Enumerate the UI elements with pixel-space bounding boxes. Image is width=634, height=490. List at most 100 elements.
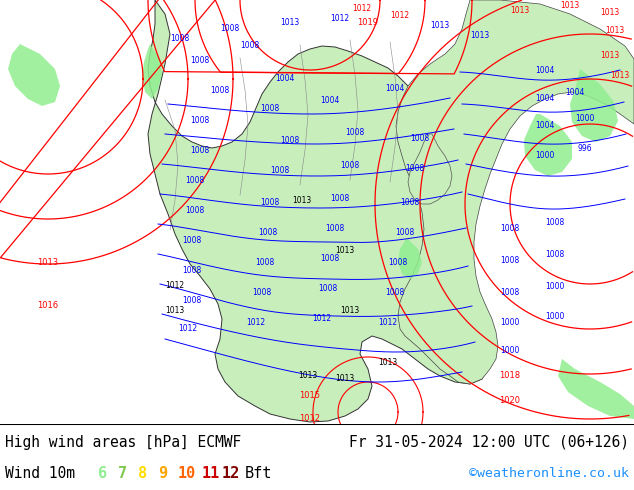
Text: 1008: 1008: [340, 161, 359, 170]
Text: 1020: 1020: [500, 395, 521, 405]
Text: 1008: 1008: [280, 136, 300, 145]
Polygon shape: [398, 239, 422, 279]
Text: 1008: 1008: [183, 266, 202, 274]
Text: 1000: 1000: [575, 114, 595, 122]
Text: 1008: 1008: [330, 194, 349, 202]
Text: 1008: 1008: [185, 175, 205, 185]
Text: 1012: 1012: [165, 280, 184, 290]
Text: 1008: 1008: [261, 103, 280, 113]
Text: 1008: 1008: [389, 258, 408, 267]
Text: 1013: 1013: [280, 18, 300, 26]
Text: 1016: 1016: [37, 300, 58, 310]
Text: 6: 6: [98, 466, 107, 481]
Polygon shape: [142, 44, 162, 99]
Text: 1000: 1000: [545, 312, 565, 320]
Text: 1000: 1000: [535, 150, 555, 160]
Text: 1013: 1013: [600, 50, 619, 59]
Text: 1008: 1008: [346, 127, 365, 137]
Text: 1008: 1008: [259, 227, 278, 237]
Polygon shape: [558, 359, 634, 419]
Text: 1013: 1013: [335, 245, 354, 254]
Text: 1004: 1004: [535, 121, 555, 129]
Text: Bft: Bft: [245, 466, 273, 481]
Text: 1008: 1008: [401, 197, 420, 206]
Text: 1013: 1013: [299, 370, 318, 379]
Text: 1013: 1013: [430, 21, 450, 29]
Text: 1004: 1004: [535, 94, 555, 102]
Polygon shape: [408, 134, 452, 204]
Polygon shape: [148, 0, 488, 422]
Text: 1012: 1012: [178, 323, 198, 333]
Text: 1012: 1012: [247, 318, 266, 326]
Text: 1008: 1008: [210, 85, 230, 95]
Text: 9: 9: [158, 466, 167, 481]
Text: Wind 10m: Wind 10m: [5, 466, 75, 481]
Text: 1012: 1012: [299, 414, 321, 422]
Text: 1012: 1012: [391, 10, 410, 20]
Text: 1013: 1013: [605, 25, 624, 34]
Text: 1012: 1012: [378, 318, 398, 326]
Polygon shape: [570, 69, 618, 142]
Text: 1013: 1013: [470, 30, 489, 40]
Text: 1008: 1008: [320, 253, 340, 263]
Text: 1004: 1004: [320, 96, 340, 104]
Text: 1008: 1008: [190, 116, 210, 124]
Text: 1008: 1008: [325, 223, 345, 232]
Text: 8: 8: [138, 466, 147, 481]
Polygon shape: [8, 44, 60, 106]
Text: 1008: 1008: [545, 218, 565, 226]
Text: 1000: 1000: [500, 345, 520, 354]
Text: 1012: 1012: [353, 3, 372, 13]
Text: 1004: 1004: [566, 88, 585, 97]
Text: 11: 11: [202, 466, 220, 481]
Text: 1013: 1013: [292, 196, 312, 204]
Text: 1008: 1008: [500, 255, 520, 265]
Text: 1008: 1008: [500, 288, 520, 296]
Text: 1013: 1013: [611, 71, 630, 79]
Text: 1013: 1013: [37, 258, 58, 267]
Text: 1008: 1008: [396, 227, 415, 237]
Text: 1008: 1008: [270, 166, 290, 174]
Text: 1013: 1013: [335, 373, 354, 383]
Text: 1008: 1008: [190, 55, 210, 65]
Text: 1015: 1015: [299, 391, 321, 399]
Text: 1008: 1008: [318, 284, 338, 293]
Text: 1008: 1008: [385, 288, 404, 296]
Text: 1004: 1004: [535, 66, 555, 74]
Text: 1000: 1000: [500, 318, 520, 326]
Text: 1008: 1008: [545, 249, 565, 259]
Text: 1013: 1013: [165, 305, 184, 315]
Text: 1008: 1008: [261, 197, 280, 206]
Text: 1008: 1008: [240, 41, 260, 49]
Text: 1008: 1008: [185, 205, 205, 215]
Text: 10: 10: [178, 466, 197, 481]
Text: 1004: 1004: [385, 83, 404, 93]
Text: 1013: 1013: [600, 7, 619, 17]
Text: High wind areas [hPa] ECMWF: High wind areas [hPa] ECMWF: [5, 435, 242, 450]
Text: 1008: 1008: [221, 24, 240, 32]
Text: 1018: 1018: [500, 370, 521, 379]
Text: 1008: 1008: [183, 236, 202, 245]
Text: 1013: 1013: [340, 305, 359, 315]
Text: 1013: 1013: [378, 358, 398, 367]
Text: 1013: 1013: [560, 0, 579, 9]
Text: 1000: 1000: [545, 281, 565, 291]
Text: 7: 7: [118, 466, 127, 481]
Text: 1013: 1013: [510, 5, 529, 15]
Text: ©weatheronline.co.uk: ©weatheronline.co.uk: [469, 467, 629, 480]
Text: 1008: 1008: [190, 146, 210, 154]
Text: 996: 996: [578, 144, 592, 152]
Text: 1012: 1012: [330, 14, 349, 23]
Text: 1008: 1008: [410, 133, 430, 143]
Text: 1008: 1008: [500, 223, 520, 232]
Text: 1008: 1008: [171, 33, 190, 43]
Text: Fr 31-05-2024 12:00 UTC (06+126): Fr 31-05-2024 12:00 UTC (06+126): [349, 435, 629, 450]
Text: 1019: 1019: [358, 18, 378, 26]
Text: 1008: 1008: [183, 295, 202, 304]
Text: 1008: 1008: [405, 164, 425, 172]
Polygon shape: [396, 0, 634, 384]
Text: 1012: 1012: [313, 314, 332, 322]
Polygon shape: [524, 114, 572, 176]
Text: 1008: 1008: [252, 288, 271, 296]
Text: 12: 12: [222, 466, 240, 481]
